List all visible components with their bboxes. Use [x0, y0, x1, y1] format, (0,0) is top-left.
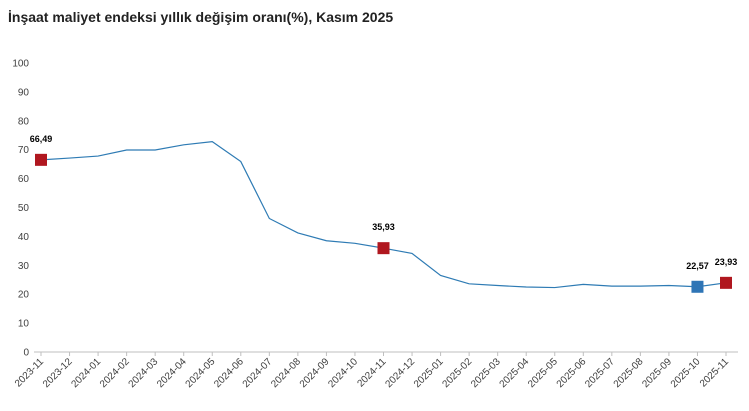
x-tick-label: 2024-02 [98, 356, 132, 390]
x-tick-label: 2025-10 [669, 356, 703, 390]
y-tick-label: 60 [18, 174, 30, 185]
x-tick-label: 2024-12 [383, 356, 417, 390]
x-tick-label: 2024-06 [212, 356, 246, 390]
x-tick-label: 2024-10 [326, 356, 360, 390]
y-tick-label: 40 [18, 232, 30, 243]
marker [377, 242, 390, 255]
marker [720, 276, 732, 289]
x-tick-label: 2025-04 [498, 356, 532, 390]
x-tick-label: 2023-12 [41, 356, 75, 390]
y-tick-label: 10 [18, 319, 30, 330]
x-tick-label: 2025-11 [698, 356, 732, 390]
x-tick-label: 2024-01 [69, 356, 103, 390]
y-tick-label: 90 [18, 87, 30, 98]
x-tick-label: 2025-03 [469, 356, 503, 390]
x-tick-label: 2023-11 [13, 356, 47, 390]
y-tick-label: 50 [18, 203, 30, 214]
y-tick-label: 100 [12, 59, 29, 70]
x-tick-label: 2024-09 [298, 356, 332, 390]
x-tick-label: 2024-05 [184, 356, 218, 390]
x-tick-label: 2025-09 [640, 356, 674, 390]
x-tick-label: 2025-02 [441, 356, 475, 390]
line [40, 140, 727, 289]
x-tick-label: 2024-07 [241, 356, 275, 390]
chart-title: İnşaat maliyet endeksi yıllık değişim or… [8, 9, 393, 25]
value-label: 66,49 [30, 134, 53, 144]
y-tick-label: 30 [18, 261, 30, 272]
x-tick-label: 2025-06 [555, 356, 589, 390]
value-label: 35,93 [372, 222, 395, 232]
x-tick-label: 2025-05 [526, 356, 560, 390]
marker [691, 280, 704, 293]
y-tick-label: 80 [18, 116, 30, 127]
x-tick-label: 2024-11 [355, 356, 389, 390]
x-tick-label: 2025-01 [412, 356, 446, 390]
x-tick-label: 2024-08 [269, 356, 303, 390]
y-tick-label: 0 [23, 348, 29, 359]
y-tick-label: 20 [18, 290, 30, 301]
x-tick-label: 2025-07 [583, 356, 617, 390]
value-label: 22,57 [686, 261, 709, 271]
marker [35, 153, 47, 166]
x-tick-label: 2024-03 [127, 356, 161, 390]
y-tick-label: 70 [18, 145, 30, 156]
x-tick-label: 2025-08 [612, 356, 646, 390]
value-label: 23,93 [715, 257, 738, 267]
x-tick-label: 2024-04 [155, 356, 189, 390]
